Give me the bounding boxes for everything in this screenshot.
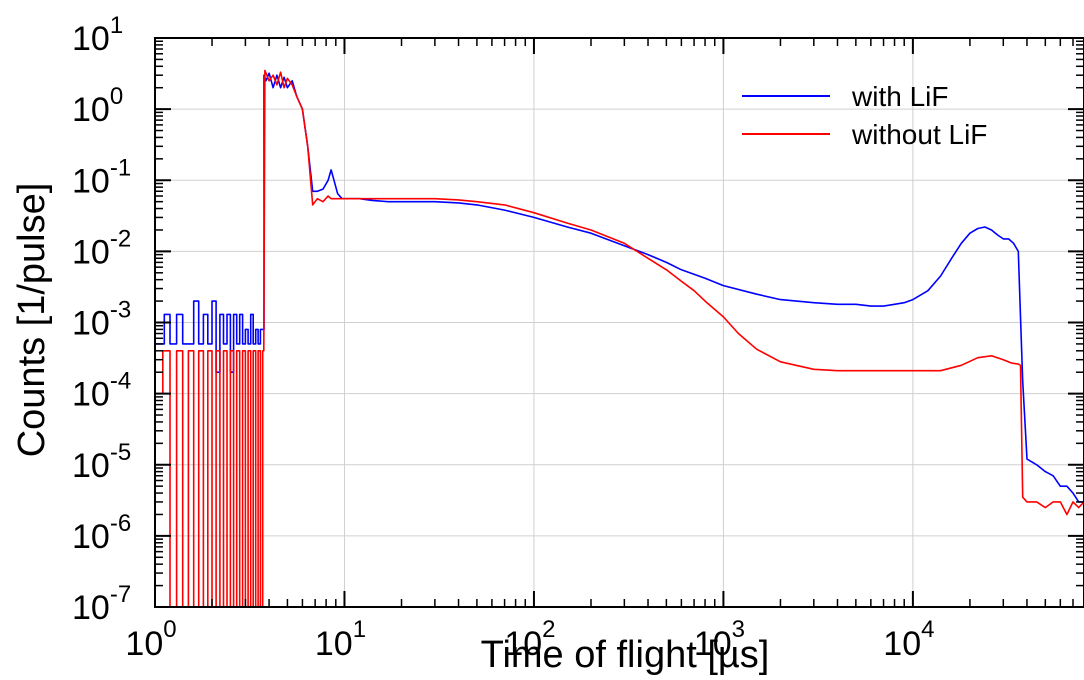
- y-axis-label: Counts [1/pulse]: [11, 183, 53, 458]
- y-tick-label: 10-2: [72, 225, 131, 271]
- x-tick-label: 103: [694, 616, 745, 663]
- legend-label-without-lif: without LiF: [851, 119, 987, 150]
- y-tick-label: 10-4: [72, 368, 131, 414]
- tick-labels: 100 101 102 103 104 101 100 10-1 10-2 10-3 10-4 10-…: [72, 12, 934, 663]
- series-line-without-lif: [155, 69, 1084, 608]
- legend-label-with-lif: with LiF: [851, 81, 948, 112]
- x-tick-label: 101: [315, 616, 366, 663]
- y-tick-label: 10-5: [72, 439, 131, 485]
- y-tick-label: 10-1: [72, 154, 131, 200]
- legend: with LiF without LiF: [742, 81, 987, 150]
- series-layer: [155, 69, 1084, 608]
- x-axis-label: Time of flight [µs]: [481, 634, 770, 676]
- y-tick-label: 101: [72, 12, 123, 58]
- grid: [154, 38, 1084, 607]
- y-tick-label: 10-3: [72, 297, 131, 343]
- x-tick-label: 100: [125, 616, 176, 663]
- x-tick-label: 102: [504, 616, 555, 663]
- y-tick-label: 10-6: [72, 510, 131, 556]
- x-tick-label: 104: [883, 616, 934, 663]
- y-tick-label: 10-7: [72, 581, 131, 627]
- y-tick-label: 100: [72, 83, 123, 129]
- plot-frame: [154, 37, 1084, 608]
